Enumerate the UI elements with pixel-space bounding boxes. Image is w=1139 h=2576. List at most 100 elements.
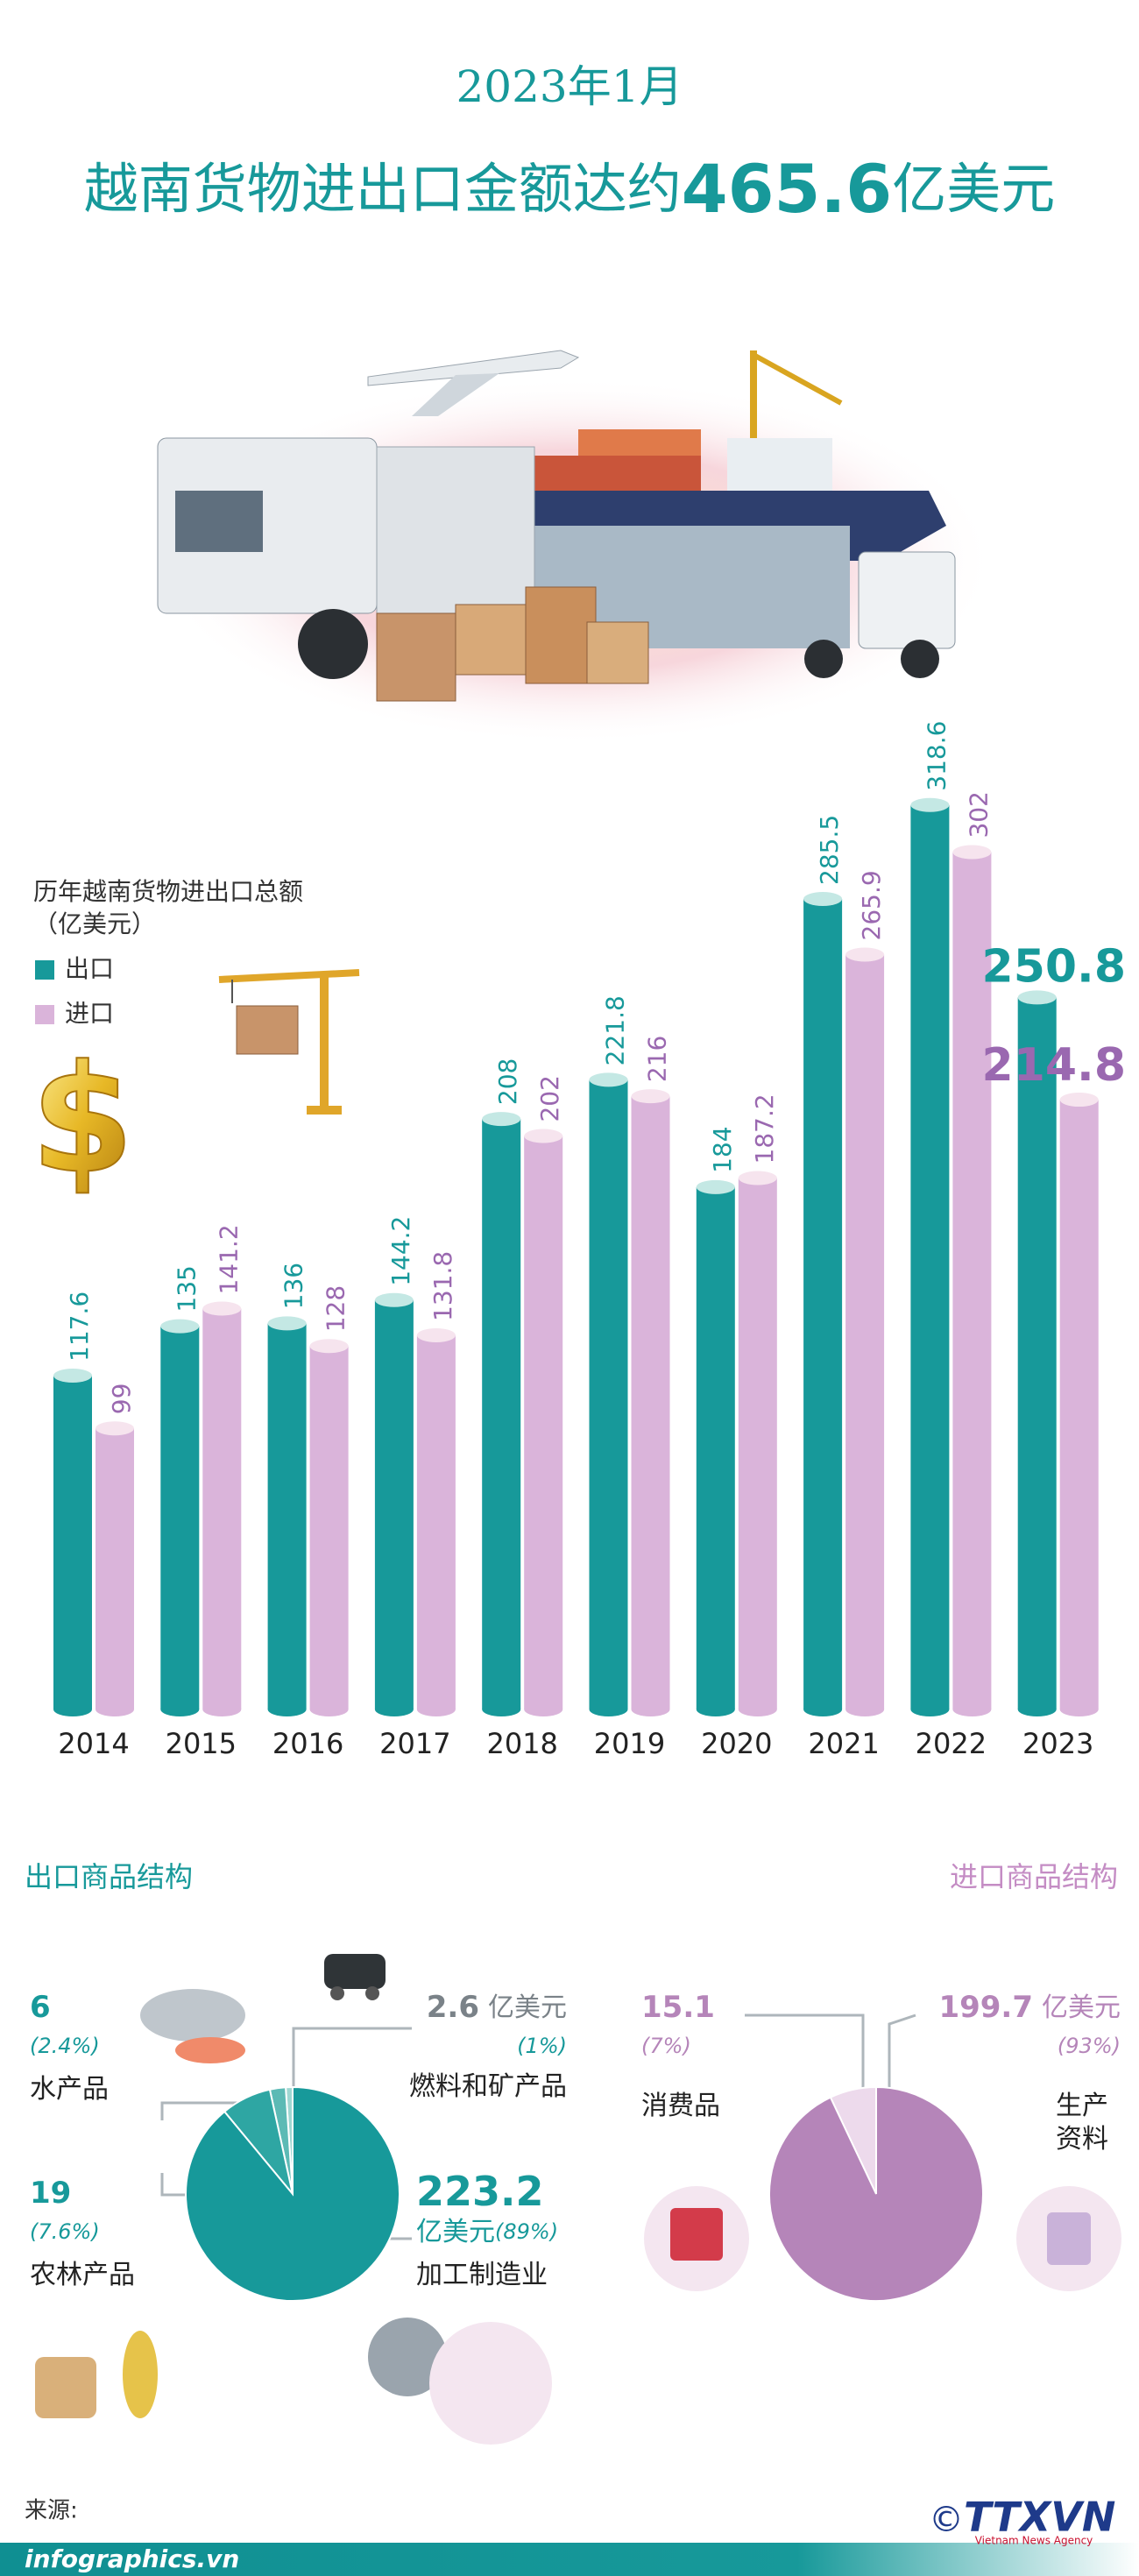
copyright: ©: [929, 2500, 964, 2540]
share-label: 亿美元(89%): [416, 2217, 558, 2247]
category-label: 水产品: [30, 2074, 109, 2105]
bar-cap: [416, 1327, 456, 1342]
airplane-wing: [412, 373, 499, 416]
value-label: 131.8: [428, 1251, 457, 1321]
value-label: 99: [107, 1384, 136, 1415]
bar: [96, 1428, 134, 1709]
wheel: [298, 609, 368, 679]
bar: [696, 1186, 735, 1709]
category-label: 生产资料: [1056, 2091, 1108, 2155]
bar: [952, 852, 992, 1709]
legend-swatch: [35, 1005, 54, 1024]
bar-cap: [952, 845, 992, 860]
value-label: 202: [535, 1075, 564, 1122]
bar: [1059, 1100, 1099, 1709]
bar: [589, 1079, 628, 1709]
share: (1%): [517, 2034, 567, 2058]
unit: 亿美元: [488, 1992, 567, 2023]
bar-cap: [53, 1368, 92, 1383]
bar: [53, 1375, 92, 1709]
category-label: 生产资料: [1056, 2091, 1108, 2155]
bar-cap: [160, 1319, 200, 1334]
leader-line: [292, 2027, 412, 2094]
crane-icon: [218, 969, 360, 1115]
category-label: 加工制造业: [416, 2260, 548, 2290]
share-label: (1%): [517, 2034, 567, 2058]
box: [525, 586, 597, 684]
footer-band: [0, 2543, 1139, 2576]
title-suffix: 亿美元: [892, 157, 1055, 221]
value: 15.1: [641, 1990, 715, 2025]
value-label: 15.1: [641, 1990, 715, 2025]
airplane: [367, 350, 580, 386]
value: 19: [30, 2176, 71, 2211]
x-tick-label: 2018: [486, 1727, 557, 1760]
bar-cap: [910, 797, 950, 812]
value-label: 302: [964, 791, 993, 838]
category-label: 农林产品: [30, 2260, 135, 2290]
bar-cap: [374, 1292, 414, 1307]
value-label: 221.8: [601, 995, 630, 1065]
value: 6: [30, 1990, 51, 2025]
bar-cap: [1017, 990, 1057, 1005]
bar: [1017, 997, 1057, 1709]
value-label: 265.9: [857, 870, 886, 940]
bar: [524, 1136, 563, 1709]
leader-line: [160, 2173, 188, 2197]
leader-lines: [160, 2013, 916, 2240]
x-tick-label: 2020: [701, 1727, 772, 1760]
value-label: 216: [643, 1036, 672, 1082]
value-label: 184: [708, 1126, 737, 1172]
x-tick-label: 2022: [916, 1727, 987, 1760]
section-title: 进口商品结构: [950, 1860, 1118, 1893]
bar-cap: [589, 1072, 628, 1087]
bar: [631, 1096, 670, 1709]
share-label: (93%): [1058, 2034, 1121, 2058]
legend-label: 出口: [65, 954, 114, 983]
x-tick-label: 2014: [58, 1727, 129, 1760]
bar-cap: [482, 1112, 521, 1127]
section-title: 出口商品结构: [25, 1860, 193, 1893]
x-tick-label: 2023: [1022, 1727, 1093, 1760]
legend-unit: （亿美元）: [33, 909, 156, 938]
value-label: 208: [493, 1058, 522, 1105]
x-tick-label: 2017: [379, 1727, 450, 1760]
share-label: (7%): [641, 2034, 691, 2058]
category-label: 消费品: [641, 2091, 720, 2121]
value-label: 117.6: [65, 1292, 94, 1362]
title-total: 465.6: [682, 150, 892, 228]
truck-cab: [858, 551, 956, 649]
bar-cap: [202, 1301, 242, 1316]
value-label: 19: [30, 2176, 71, 2211]
date: 2023年1月: [456, 61, 683, 112]
value-label: 135: [172, 1265, 201, 1312]
value-label: 2.6 亿美元: [427, 1990, 567, 2025]
illustration: [155, 350, 996, 745]
box: [376, 612, 456, 702]
value-label: 141.2: [214, 1224, 243, 1294]
source: 来源:: [25, 2498, 78, 2524]
value-label: 318.6: [922, 721, 951, 791]
bar: [482, 1119, 521, 1709]
bar-cap: [631, 1089, 670, 1104]
value-label: 144.2: [386, 1216, 415, 1286]
bar-cap: [738, 1171, 777, 1185]
value-label: 285.5: [815, 815, 844, 885]
legend-title: 历年越南货物进出口总额: [33, 877, 303, 906]
leader-line: [888, 2013, 916, 2094]
icons: [35, 1954, 1121, 2445]
ship-cabin: [727, 438, 832, 491]
value-label: 250.8: [982, 940, 1126, 993]
wheel: [804, 640, 843, 678]
unit: 亿美元: [1042, 1992, 1121, 2023]
share: (7.6%): [30, 2219, 100, 2244]
x-tick-label: 2016: [272, 1727, 343, 1760]
truck-window: [175, 491, 263, 552]
bar: [309, 1346, 349, 1709]
title-prefix: 越南货物进出口金额达约: [84, 157, 682, 221]
share: (7%): [641, 2034, 691, 2058]
main-title: 越南货物进出口金额达约465.6亿美元: [84, 150, 1055, 228]
bar-cap: [96, 1421, 134, 1436]
